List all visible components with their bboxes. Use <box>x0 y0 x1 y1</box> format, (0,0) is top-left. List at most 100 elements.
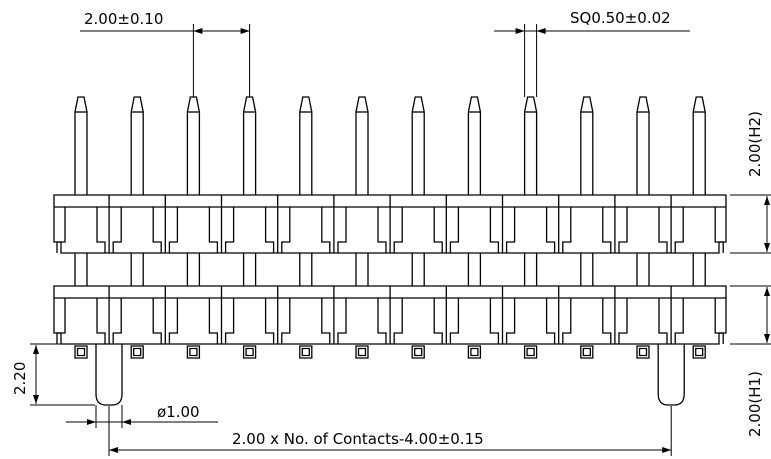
body-cell <box>675 207 723 253</box>
body-cell <box>450 207 498 253</box>
pin-square-end <box>131 346 143 358</box>
pin-square-inner <box>527 349 534 356</box>
pin-square-end <box>412 346 424 358</box>
arrowhead <box>122 419 131 425</box>
cell-right-step <box>378 207 386 253</box>
cell-left-step <box>619 298 627 344</box>
pin-square-inner <box>359 349 366 356</box>
contact-pin <box>244 97 256 358</box>
cell-left-step <box>619 207 627 253</box>
body-cell <box>226 207 274 253</box>
pitch-dimension <box>80 24 250 97</box>
body-cell <box>507 298 555 344</box>
arrowhead <box>764 243 770 252</box>
cell-left-step <box>563 207 571 253</box>
pin-square-end <box>187 346 199 358</box>
pin-upper <box>75 97 87 195</box>
arrowhead <box>193 28 203 34</box>
cell-right-step <box>603 207 611 253</box>
pin-square-inner <box>134 349 141 356</box>
cell-right-step <box>266 207 274 253</box>
h2-dimension-label: 2.00(H2) <box>746 111 764 177</box>
pin-square-dimension <box>494 24 690 97</box>
cell-left-step <box>394 298 402 344</box>
cell-left-step <box>282 298 290 344</box>
cell-right-step <box>490 207 498 253</box>
arrowhead <box>87 419 96 425</box>
body-cell <box>169 207 217 253</box>
h1-dimension-label: 2.00(H1) <box>746 371 764 437</box>
pin-square-inner <box>190 349 197 356</box>
body-cell <box>282 207 330 253</box>
contact-pin <box>131 97 143 358</box>
cell-right-step <box>434 298 442 344</box>
dimension-lines <box>30 24 771 456</box>
cell-left-step <box>57 298 65 344</box>
peg-outline <box>96 344 122 405</box>
pin-square-inner <box>246 349 253 356</box>
contact-pin <box>300 97 312 358</box>
arrowhead <box>536 28 546 34</box>
pin-square-end <box>581 346 593 358</box>
cell-right-step <box>378 298 386 344</box>
contact-pin <box>693 97 705 358</box>
cell-left-step <box>675 298 683 344</box>
pin-square-end <box>468 346 480 358</box>
cell-left-step <box>507 298 515 344</box>
cell-left-step <box>394 207 402 253</box>
contact-pin <box>75 97 87 358</box>
cell-left-step <box>226 298 234 344</box>
cell-right-step <box>434 207 442 253</box>
pin-square-end <box>75 346 87 358</box>
arrowhead <box>240 28 250 34</box>
h1-dimension <box>730 286 771 344</box>
contact-pin <box>525 97 537 358</box>
cell-left-step <box>113 207 121 253</box>
cell-left-step <box>338 207 346 253</box>
peg-spacing-dimension <box>109 406 671 456</box>
pin-upper <box>131 97 143 195</box>
pin-square-inner <box>696 349 703 356</box>
body-cell <box>57 298 105 344</box>
cell-left-step <box>450 207 458 253</box>
pin-square-end <box>300 346 312 358</box>
pin-upper <box>412 97 424 195</box>
arrowhead <box>764 334 770 343</box>
cell-left-step <box>507 207 515 253</box>
pin-upper <box>525 97 537 195</box>
pin-upper <box>693 97 705 195</box>
locating-peg <box>96 344 122 405</box>
peg-spacing-dimension-label: 2.00 x No. of Contacts-4.00±0.15 <box>232 430 484 448</box>
cell-right-step <box>209 207 217 253</box>
cell-right-step <box>322 207 330 253</box>
body-cell <box>619 298 667 344</box>
body-cell <box>338 298 386 344</box>
body-cell <box>113 207 161 253</box>
cell-right-step <box>547 298 555 344</box>
pin-square-end <box>356 346 368 358</box>
arrowhead <box>515 28 525 34</box>
cell-right-step <box>490 298 498 344</box>
body-cell <box>57 207 105 253</box>
pin-upper <box>581 97 593 195</box>
pin-square-end <box>525 346 537 358</box>
body-cell <box>450 298 498 344</box>
contact-pin <box>581 97 593 358</box>
cell-left-step <box>450 298 458 344</box>
insulator-body <box>54 286 726 344</box>
arrowhead <box>764 196 770 205</box>
pin-upper <box>356 97 368 195</box>
cell-left-step <box>57 207 65 253</box>
arrowhead <box>764 287 770 296</box>
pin-square-dimension-label: SQ0.50±0.02 <box>570 9 671 27</box>
pitch-dimension-label: 2.00±0.10 <box>84 10 163 28</box>
arrowhead <box>662 447 672 453</box>
body-cell <box>394 298 442 344</box>
cell-right-step <box>547 207 555 253</box>
pin-square-end <box>693 346 705 358</box>
cell-right-step <box>209 298 217 344</box>
body-cell <box>338 207 386 253</box>
arrowhead <box>109 447 118 453</box>
cell-right-step <box>659 207 667 253</box>
